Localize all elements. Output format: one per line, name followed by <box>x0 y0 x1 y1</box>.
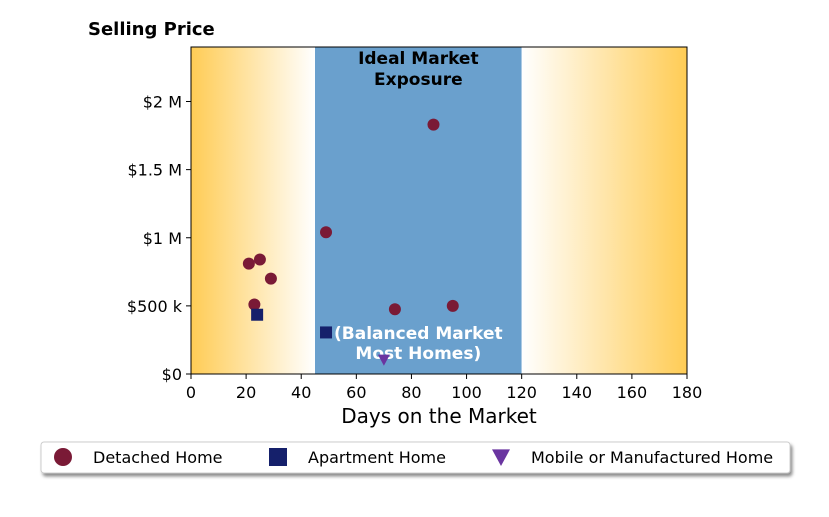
apartment-home-point <box>320 326 333 339</box>
x-axis-label: Days on the Market <box>341 404 537 428</box>
x-tick-label: 0 <box>186 383 196 402</box>
detached-home-point <box>320 226 333 239</box>
legend-label: Apartment Home <box>308 448 446 467</box>
legend-label: Detached Home <box>93 448 223 467</box>
detached-home-point <box>446 299 459 312</box>
detached-home-point <box>427 118 440 131</box>
y-tick-label: $0 <box>162 365 182 384</box>
band-label-top-line: Ideal Market <box>358 49 479 69</box>
x-tick-label: 40 <box>291 383 311 402</box>
x-tick-label: 140 <box>562 383 593 402</box>
y-tick-label: $1 M <box>143 229 182 248</box>
x-tick-label: 80 <box>401 383 421 402</box>
band-label-top-line: Exposure <box>374 70 463 90</box>
y-axis: $0 $500 k $1 M $1.5 M $2 M <box>127 93 191 384</box>
plot-frame <box>190 46 688 375</box>
legend-box <box>40 441 791 474</box>
x-axis: 0 20 40 60 80 100 120 140 160 180 <box>186 374 702 402</box>
band-label-bottom-line: (Balanced Market <box>334 324 503 344</box>
y-tick-label: $1.5 M <box>127 161 182 180</box>
y-tick-label: $500 k <box>127 297 183 316</box>
x-tick-label: 20 <box>236 383 256 402</box>
x-tick-label: 60 <box>346 383 366 402</box>
legend-marker <box>492 449 510 466</box>
detached-home-point <box>253 253 266 266</box>
detached-home-point <box>248 298 261 311</box>
left-gradient-region <box>191 47 315 374</box>
ideal-exposure-band <box>315 47 522 374</box>
legend-marker <box>269 448 287 466</box>
detached-home-point <box>242 257 255 270</box>
mobile-or-manufactured-home-point <box>377 354 390 366</box>
legend: Detached Home Apartment Home Mobile or Man… <box>40 441 791 474</box>
x-tick-label: 120 <box>506 383 537 402</box>
apartment-home-point <box>251 308 264 321</box>
plot-background <box>191 47 687 374</box>
detached-home-point <box>264 272 277 285</box>
right-gradient-region <box>521 47 687 374</box>
data-markers <box>242 118 459 366</box>
legend-marker <box>54 448 72 466</box>
band-label-bottom-line: Most Homes) <box>355 344 481 364</box>
legend-label: Mobile or Manufactured Home <box>531 448 773 467</box>
x-tick-label: 180 <box>672 383 703 402</box>
chart-title: Selling Price <box>88 19 215 40</box>
y-tick-label: $2 M <box>143 93 182 112</box>
x-tick-label: 100 <box>451 383 482 402</box>
x-tick-label: 160 <box>617 383 648 402</box>
detached-home-point <box>388 303 401 316</box>
